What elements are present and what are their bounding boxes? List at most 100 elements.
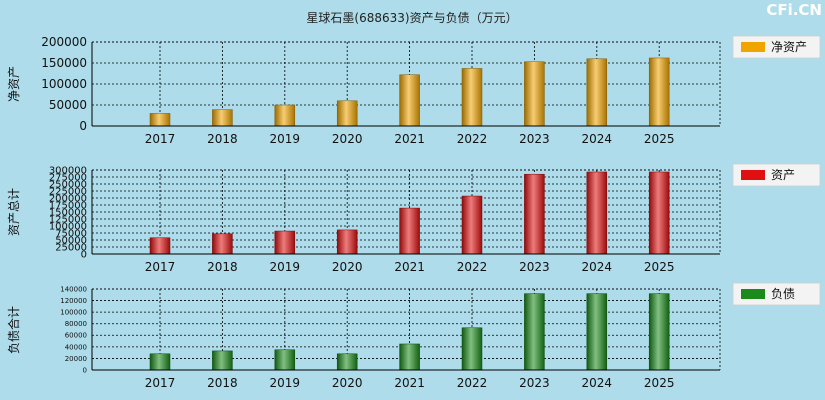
y-tick-label: 125000 (49, 215, 87, 226)
x-tick-label: 2018 (207, 260, 238, 274)
legend: 资产 (732, 163, 821, 187)
y-tick-label: 140000 (60, 285, 87, 293)
y-tick-label: 25000 (55, 243, 87, 254)
watermark-logo: CFi.CN (766, 1, 822, 19)
x-tick-label: 2024 (582, 376, 613, 390)
bar-2019 (274, 104, 296, 127)
bar-2024 (586, 293, 608, 371)
bar-2022 (461, 68, 483, 127)
y-tick-label: 250000 (49, 180, 87, 191)
x-tick-label: 2019 (270, 132, 301, 146)
y-axis-title: 净资产 (7, 66, 21, 102)
chart-panel-3: 0 20000 40000 60000 80000 100000 120000 140000 2… (6, 282, 821, 390)
bar-2017 (149, 353, 171, 371)
legend-box (732, 282, 821, 306)
y-tick-label: 75000 (55, 229, 87, 240)
y-tick-label: 50000 (49, 98, 87, 112)
bar-2017 (149, 113, 171, 127)
bar-2022 (461, 327, 483, 371)
y-tick-label: 50000 (55, 236, 87, 247)
y-tick-label: 200000 (41, 35, 87, 49)
x-tick-label: 2022 (457, 132, 488, 146)
y-axis-title: 负债合计 (6, 306, 21, 354)
legend-box (732, 35, 821, 59)
legend-swatch (741, 42, 765, 52)
x-tick-label: 2021 (394, 260, 425, 274)
x-tick-label: 2025 (644, 260, 675, 274)
x-tick-label: 2021 (394, 132, 425, 146)
y-tick-label: 150000 (41, 56, 87, 70)
y-tick-label: 150000 (49, 208, 87, 219)
bar-2020 (336, 353, 358, 371)
chart-panel-1: 0 50000 100000 150000 200000 2017 2018 2019 2020… (7, 35, 821, 146)
y-axis-title: 资产总计 (7, 188, 21, 236)
bar-2019 (274, 230, 296, 255)
x-tick-label: 2022 (457, 376, 488, 390)
legend-label: 负债 (771, 287, 795, 301)
legend: 净资产 (732, 35, 821, 59)
bar-2020 (336, 100, 358, 127)
x-tick-label: 2022 (457, 260, 488, 274)
legend: 负债 (732, 282, 821, 306)
x-tick-label: 2020 (332, 132, 363, 146)
bar-2023 (524, 61, 545, 127)
x-tick-label: 2018 (207, 376, 238, 390)
legend-swatch (741, 289, 765, 299)
y-tick-label: 200000 (49, 194, 87, 205)
x-tick-label: 2025 (644, 132, 675, 146)
chart-panel-2: 0250005000075000100000125000150000175000… (7, 163, 821, 274)
bar-2020 (336, 229, 358, 255)
bar-2019 (274, 349, 296, 371)
bar-2023 (524, 293, 545, 371)
bar-2025 (648, 57, 670, 127)
page-title: 星球石墨(688633)资产与负债（万元） (306, 11, 517, 25)
bar-2018 (212, 233, 233, 255)
y-tick-label: 0 (81, 250, 87, 261)
bar-2021 (399, 207, 420, 255)
y-tick-label: 40000 (65, 343, 87, 351)
x-tick-label: 2024 (582, 260, 613, 274)
bar-2024 (586, 58, 608, 127)
x-tick-label: 2024 (582, 132, 613, 146)
bar-2022 (461, 195, 483, 255)
legend-label: 净资产 (771, 40, 807, 54)
bar-2025 (648, 171, 670, 255)
y-tick-label: 120000 (60, 297, 87, 305)
bar-2021 (399, 343, 420, 371)
x-tick-label: 2025 (644, 376, 675, 390)
legend-box (732, 163, 821, 187)
x-tick-label: 2023 (519, 376, 550, 390)
y-tick-label: 100000 (49, 222, 87, 233)
y-tick-label: 275000 (49, 173, 87, 184)
y-tick-label: 60000 (65, 332, 87, 340)
x-tick-label: 2017 (145, 132, 176, 146)
y-tick-label: 0 (83, 366, 87, 374)
x-tick-label: 2019 (270, 260, 301, 274)
x-tick-label: 2017 (145, 376, 176, 390)
y-tick-label: 225000 (49, 187, 87, 198)
x-tick-label: 2020 (332, 260, 363, 274)
y-tick-label: 100000 (60, 309, 87, 317)
bar-2017 (149, 237, 171, 255)
bar-2018 (212, 109, 233, 127)
y-tick-label: 175000 (49, 201, 87, 212)
legend-label: 资产 (771, 168, 795, 182)
y-tick-label: 80000 (65, 320, 87, 328)
y-tick-label: 0 (79, 119, 87, 133)
bar-2021 (399, 74, 420, 127)
x-tick-label: 2023 (519, 260, 550, 274)
x-tick-label: 2021 (394, 376, 425, 390)
legend-swatch (741, 170, 765, 180)
x-tick-label: 2023 (519, 132, 550, 146)
bar-2024 (586, 171, 608, 255)
bar-2018 (212, 350, 233, 371)
x-tick-label: 2019 (270, 376, 301, 390)
y-tick-label: 300000 (49, 166, 87, 177)
x-tick-label: 2017 (145, 260, 176, 274)
bar-2025 (648, 293, 670, 371)
x-tick-label: 2018 (207, 132, 238, 146)
x-tick-label: 2020 (332, 376, 363, 390)
y-tick-label: 20000 (65, 355, 87, 363)
